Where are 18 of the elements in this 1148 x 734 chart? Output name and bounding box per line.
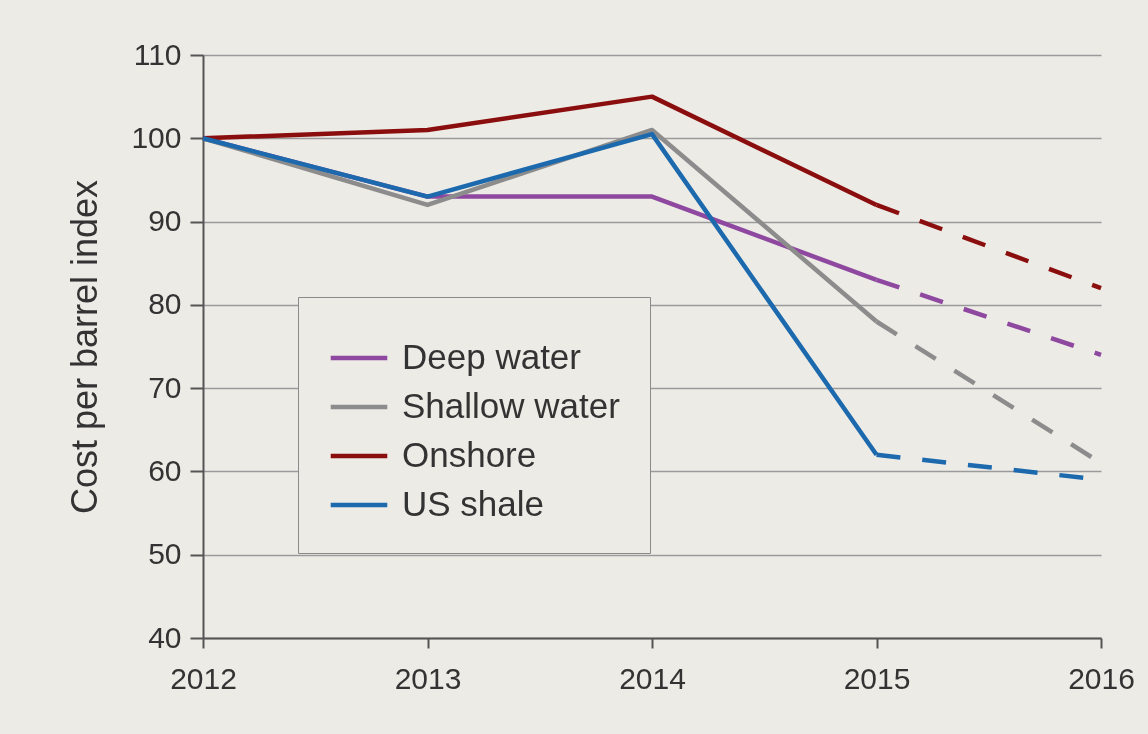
y-tick-label: 110: [133, 37, 182, 71]
y-tick-label: 40: [148, 620, 182, 654]
x-tick-label: 2015: [843, 661, 911, 695]
legend-label: US shale: [402, 484, 545, 523]
x-tick-label: 2016: [1068, 661, 1135, 695]
legend-label: Deep water: [402, 337, 582, 376]
y-tick-label: 70: [148, 370, 182, 404]
x-tick-label: 2014: [619, 661, 686, 695]
y-tick-label: 60: [148, 453, 182, 487]
y-axis-title: Cost per barrel index: [64, 179, 106, 515]
y-tick-label: 80: [148, 287, 182, 321]
x-tick-label: 2013: [394, 661, 462, 695]
x-tick-label: 2012: [170, 661, 237, 695]
y-tick-label: 90: [148, 204, 182, 238]
y-tick-label: 50: [148, 537, 182, 571]
legend-label: Onshore: [402, 435, 537, 474]
y-tick-label: 100: [131, 120, 182, 154]
legend-label: Shallow water: [402, 386, 621, 425]
